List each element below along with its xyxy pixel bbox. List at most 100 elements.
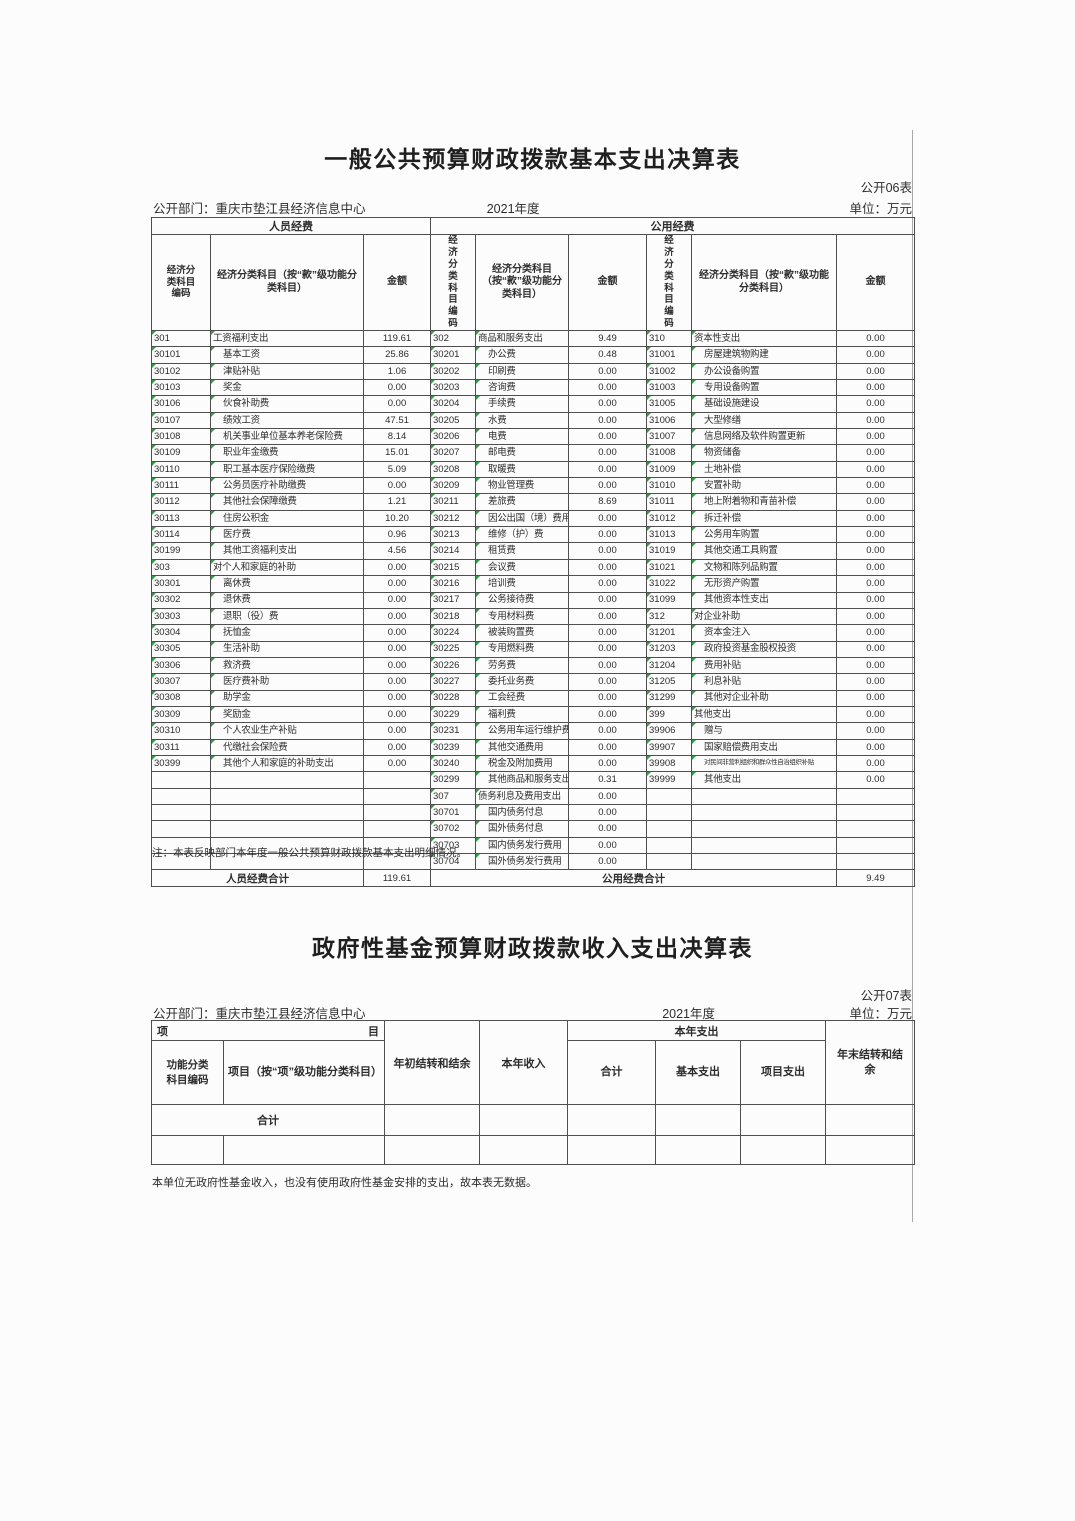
item-amount: 0.00 bbox=[836, 444, 915, 462]
empty-cell bbox=[384, 1135, 480, 1165]
table1-total-row: 人员经费合计 119.61 公用经费合计 9.49 bbox=[151, 869, 915, 888]
header-item-left: 项 bbox=[157, 1025, 168, 1038]
table-row: 30307 医疗费补助 0.00 30227 委托业务费 0.00 31205 利息补贴 0.0… bbox=[151, 673, 915, 691]
col-header-amount-2: 金额 bbox=[568, 234, 647, 331]
item-amount bbox=[363, 771, 431, 789]
item-name: 津贴补贴 bbox=[210, 362, 364, 381]
item-amount: 0.00 bbox=[363, 607, 431, 626]
item-code: 30213 bbox=[430, 526, 476, 544]
table-row: 30304 抚恤金 0.00 30224 被装购置费 0.00 31201 资本金注入 0.00 bbox=[151, 624, 915, 642]
item-code: 30101 bbox=[151, 346, 211, 364]
item-amount: 0.00 bbox=[836, 428, 915, 446]
item-amount: 0.00 bbox=[363, 591, 431, 609]
item-amount: 8.69 bbox=[568, 493, 647, 511]
item-amount: 0.00 bbox=[836, 656, 915, 675]
item-code: 31299 bbox=[646, 689, 692, 707]
table-row: 30301 离休费 0.00 30216 培训费 0.00 31022 无形资产购置 0.00 bbox=[151, 575, 915, 593]
item-code: 39906 bbox=[646, 722, 692, 740]
item-amount: 5.09 bbox=[363, 460, 431, 479]
item-amount: 0.00 bbox=[568, 607, 647, 626]
item-name: 被装购置费 bbox=[475, 624, 569, 642]
item-code: 30229 bbox=[430, 705, 476, 724]
empty-cell bbox=[223, 1135, 385, 1165]
item-code: 307 bbox=[430, 787, 476, 805]
item-code: 303 bbox=[151, 558, 211, 577]
item-name: 咨询费 bbox=[475, 379, 569, 397]
item-name: 个人农业生产补贴 bbox=[210, 722, 364, 740]
item-name: 资本性支出 bbox=[691, 329, 837, 348]
table1-unit: 单位：万元 bbox=[849, 202, 912, 216]
table-row: 30299 其他商品和服务支出 0.31 39999 其他支出 0.00 bbox=[151, 771, 915, 789]
header-year-income: 本年收入 bbox=[479, 1020, 568, 1105]
item-amount: 0.00 bbox=[568, 509, 647, 528]
empty-cell bbox=[655, 1104, 741, 1136]
item-name: 培训费 bbox=[475, 575, 569, 593]
item-name: 利息补贴 bbox=[691, 673, 837, 691]
col-header-amount-1: 金额 bbox=[363, 234, 431, 331]
header-item-detail: 项目（按“项”级功能分类科目） bbox=[223, 1040, 385, 1105]
empty-cell bbox=[479, 1135, 568, 1165]
item-name: 对个人和家庭的补助 bbox=[210, 558, 364, 577]
item-code: 301 bbox=[151, 329, 211, 348]
item-amount: 0.00 bbox=[836, 477, 915, 495]
table-row: 30311 代缴社会保险费 0.00 30239 其他交通费用 0.00 39907 国家赔偿… bbox=[151, 738, 915, 756]
item-code bbox=[151, 820, 211, 838]
basic-expenditure-table: 人员经费 公用经费 经济分类科目编码 经济分类科目（按“款”级功能分类科目） 金… bbox=[151, 217, 915, 888]
table-row: 30114 医疗费 0.96 30213 维修（护）费 0.00 31013 公务用车购置 0.… bbox=[151, 526, 915, 544]
item-code: 30299 bbox=[430, 771, 476, 789]
item-code: 30203 bbox=[430, 379, 476, 397]
item-code: 39907 bbox=[646, 738, 692, 756]
item-name: 福利费 bbox=[475, 705, 569, 724]
item-amount: 0.96 bbox=[363, 526, 431, 544]
item-code bbox=[151, 787, 211, 805]
item-name: 土地补偿 bbox=[691, 460, 837, 479]
item-amount: 0.00 bbox=[836, 379, 915, 397]
item-code: 31010 bbox=[646, 477, 692, 495]
item-code: 30225 bbox=[430, 640, 476, 658]
item-name: 安置补助 bbox=[691, 477, 837, 495]
item-amount: 0.00 bbox=[363, 477, 431, 495]
item-name: 住房公积金 bbox=[210, 509, 364, 528]
item-name: 物业管理费 bbox=[475, 477, 569, 495]
item-code: 31008 bbox=[646, 444, 692, 462]
empty-cell bbox=[479, 1104, 568, 1136]
item-amount: 8.14 bbox=[363, 428, 431, 446]
item-name: 维修（护）费 bbox=[475, 526, 569, 544]
table1-group-header-row: 人员经费 公用经费 bbox=[151, 217, 915, 235]
item-name: 对民间非营利组织和群众性自治组织补贴 bbox=[691, 754, 837, 773]
item-code: 30215 bbox=[430, 558, 476, 577]
item-code: 31011 bbox=[646, 493, 692, 511]
item-amount: 0.00 bbox=[363, 689, 431, 707]
item-amount: 0.00 bbox=[363, 558, 431, 577]
item-name: 因公出国（境）费用 bbox=[475, 509, 569, 528]
item-amount: 25.86 bbox=[363, 346, 431, 364]
header-item: 项 目 bbox=[151, 1020, 385, 1041]
personnel-total-amount: 119.61 bbox=[363, 869, 431, 888]
item-name: 职工基本医疗保险缴费 bbox=[210, 460, 364, 479]
empty-cell bbox=[384, 1104, 480, 1136]
table1-container: 人员经费 公用经费 经济分类科目编码 经济分类科目（按“款”级功能分类科目） 金… bbox=[151, 217, 915, 888]
item-amount bbox=[836, 803, 915, 822]
table2-unit: 单位：万元 bbox=[849, 1007, 912, 1021]
item-name: 其他支出 bbox=[691, 771, 837, 789]
item-amount: 4.56 bbox=[363, 542, 431, 560]
item-name: 其他交通工具购置 bbox=[691, 542, 837, 560]
item-code: 30205 bbox=[430, 411, 476, 430]
table2-sheet-label: 公开07表 bbox=[860, 989, 912, 1003]
item-code: 30217 bbox=[430, 591, 476, 609]
item-code: 30199 bbox=[151, 542, 211, 560]
item-code: 30704 bbox=[430, 852, 476, 871]
item-name: 税金及附加费用 bbox=[475, 754, 569, 773]
item-amount: 0.00 bbox=[836, 362, 915, 381]
item-amount bbox=[363, 820, 431, 838]
empty-cell bbox=[825, 1135, 915, 1165]
item-name: 文物和陈列品购置 bbox=[691, 558, 837, 577]
item-name: 其他资本性支出 bbox=[691, 591, 837, 609]
item-code: 30204 bbox=[430, 395, 476, 413]
item-code: 30308 bbox=[151, 689, 211, 707]
item-name: 资本金注入 bbox=[691, 624, 837, 642]
item-code: 30214 bbox=[430, 542, 476, 560]
item-name: 其他商品和服务支出 bbox=[475, 771, 569, 789]
item-code: 31013 bbox=[646, 526, 692, 544]
item-amount: 0.00 bbox=[568, 787, 647, 805]
